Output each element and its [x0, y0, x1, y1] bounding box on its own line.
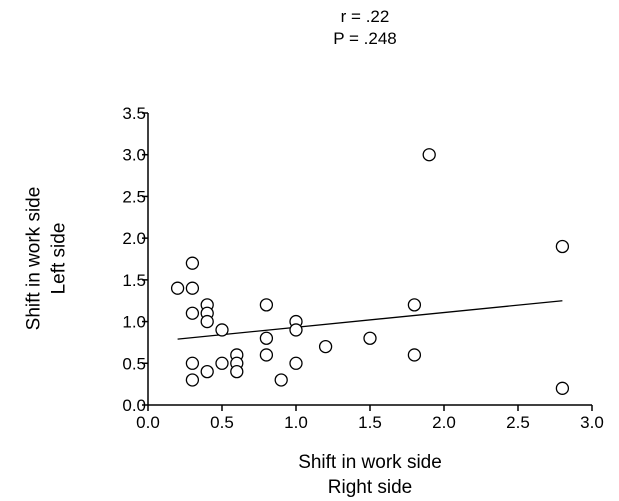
x-tick-label: 1.5 — [358, 413, 382, 432]
data-point — [555, 239, 570, 254]
y-tick-label: 2.0 — [122, 229, 146, 248]
axes: 0.0 0.5 1.0 1.5 2.0 2.5 3.0 0.0 0.5 1.0 1.5 2.0 2.5 3… — [122, 104, 603, 432]
y-tick-label: 3.5 — [122, 104, 146, 123]
x-axis-label-line2: Right side — [327, 477, 413, 498]
y-tick-label: 1.0 — [122, 313, 146, 332]
y-tick-label: 2.5 — [122, 187, 146, 206]
regression-line — [177, 300, 563, 340]
data-point — [170, 281, 185, 295]
data-point — [422, 148, 436, 162]
y-axis-label-line2: Left side — [48, 222, 70, 295]
x-tick-label: 0.0 — [136, 413, 160, 432]
data-point — [318, 339, 333, 354]
data-point — [185, 356, 200, 370]
x-tick-label: 2.0 — [432, 413, 456, 432]
y-tick-label: 1.5 — [122, 271, 146, 290]
x-tick-label: 0.5 — [210, 413, 234, 432]
data-point — [200, 364, 214, 379]
data-point — [555, 381, 570, 395]
x-tick-label: 3.0 — [580, 413, 604, 432]
data-point — [200, 314, 214, 329]
data-point — [215, 356, 229, 370]
y-tick-label: 0.5 — [122, 354, 146, 373]
data-point — [259, 348, 274, 362]
y-tick-label: 0.0 — [122, 396, 146, 415]
data-point — [274, 373, 288, 387]
x-axis-label-line1: Shift in work side — [298, 452, 442, 473]
data-point — [289, 356, 303, 370]
p-value-label: P = .248 — [333, 29, 397, 48]
data-point — [185, 306, 200, 320]
data-point — [259, 331, 274, 345]
y-axis-label-line1: Shift in work side — [23, 186, 45, 331]
data-points — [170, 148, 570, 395]
regression-line-segment — [177, 300, 563, 340]
data-point — [185, 281, 200, 295]
data-point — [215, 323, 229, 337]
x-tick-label: 2.5 — [506, 413, 530, 432]
data-point — [289, 323, 303, 337]
data-point — [363, 331, 377, 345]
y-tick-label: 3.0 — [122, 146, 146, 165]
data-point — [230, 364, 244, 379]
data-point — [259, 298, 274, 312]
correlation-r-label: r = .22 — [340, 7, 390, 26]
data-point — [185, 373, 200, 387]
data-point — [407, 298, 422, 312]
x-tick-label: 1.0 — [284, 413, 308, 432]
data-point — [407, 348, 422, 362]
data-point — [185, 256, 200, 270]
